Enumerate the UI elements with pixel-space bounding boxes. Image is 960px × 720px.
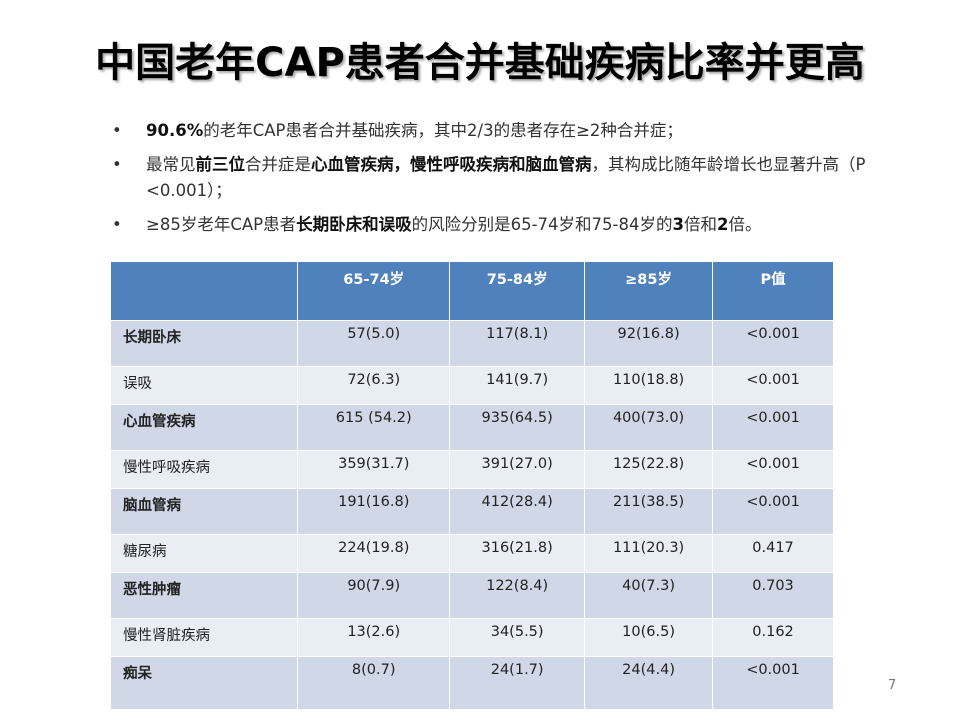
- bullet-item-2: 最常见前三位合并症是心血管疾病，慢性呼吸疾病和脑血管病，其构成比随年龄增长也显著…: [112, 152, 922, 204]
- table-cell: 24(1.7): [449, 656, 586, 709]
- table-cell: 141(9.7): [449, 366, 586, 405]
- table-cell: 10(6.5): [584, 618, 714, 657]
- table-cell: <0.001: [712, 656, 834, 709]
- row-label: 心血管疾病: [111, 404, 299, 451]
- table-cell: 92(16.8): [584, 320, 714, 367]
- table-cell: <0.001: [712, 488, 834, 535]
- bullet-text: 90.6%: [146, 121, 204, 140]
- page-number: 7: [888, 678, 897, 693]
- row-label: 糖尿病: [111, 534, 299, 573]
- bullet-text: 最常见: [146, 155, 196, 174]
- table-cell: 0.703: [712, 572, 834, 619]
- table-cell: 400(73.0): [584, 404, 714, 451]
- bullet-text: 前三位: [195, 155, 246, 174]
- row-label: 脑血管病: [111, 488, 299, 535]
- table-cell: 90(7.9): [297, 572, 451, 619]
- table-cell: 191(16.8): [297, 488, 451, 535]
- table-row: 心血管疾病 615 (54.2) 935(64.5) 400(73.0) <0.001: [111, 404, 834, 451]
- table-cell: 110(18.8): [584, 366, 714, 405]
- table-cell: <0.001: [712, 450, 834, 489]
- table-body: 长期卧床 57(5.0) 117(8.1) 92(16.8) <0.001 误吸 72(6.…: [111, 320, 834, 709]
- table-cell: 412(28.4): [449, 488, 586, 535]
- table-cell: 359(31.7): [297, 450, 451, 489]
- table-row: 误吸 72(6.3) 141(9.7) 110(18.8) <0.001: [111, 366, 834, 405]
- bullet-text: 的风险分别是65-74岁和75-84岁的: [411, 215, 673, 234]
- table-cell: 125(22.8): [584, 450, 714, 489]
- row-label: 慢性呼吸疾病: [111, 450, 299, 489]
- table-cell: 8(0.7): [297, 656, 451, 709]
- row-label: 恶性肿瘤: [111, 572, 299, 619]
- table-row: 慢性呼吸疾病 359(31.7) 391(27.0) 125(22.8) <0.001: [111, 450, 834, 489]
- row-label: 慢性肾脏疾病: [111, 618, 299, 657]
- bullet-text: 倍。: [728, 215, 762, 234]
- table-row: 脑血管病 191(16.8) 412(28.4) 211(38.5) <0.001: [111, 488, 834, 535]
- table-cell: 34(5.5): [449, 618, 586, 657]
- table-cell: 0.417: [712, 534, 834, 573]
- bullet-text: 2: [716, 215, 729, 234]
- bullet-item-1: 90.6%的老年CAP患者合并基础疾病，其中2/3的患者存在≥2种合并症；: [112, 118, 922, 144]
- bullet-text: 3: [672, 215, 684, 234]
- table-cell: 117(8.1): [449, 320, 586, 367]
- column-header: 65-74岁: [297, 262, 451, 321]
- row-label: 误吸: [111, 366, 299, 405]
- table-cell: 122(8.4): [449, 572, 586, 619]
- bullet-text: 合并症是: [245, 155, 311, 174]
- bullet-text: ≥85岁老年CAP患者: [146, 215, 297, 234]
- table-cell: 72(6.3): [297, 366, 451, 405]
- table-cell: 111(20.3): [584, 534, 714, 573]
- table-row: 慢性肾脏疾病 13(2.6) 34(5.5) 10(6.5) 0.162: [111, 618, 834, 657]
- row-label: 痴呆: [111, 656, 299, 709]
- table-cell: 211(38.5): [584, 488, 714, 535]
- table-cell: 935(64.5): [449, 404, 586, 451]
- table-cell: 24(4.4): [584, 656, 714, 709]
- table-cell: <0.001: [712, 320, 834, 367]
- table-row: 恶性肿瘤 90(7.9) 122(8.4) 40(7.3) 0.703: [111, 572, 834, 619]
- table-row: 糖尿病 224(19.8) 316(21.8) 111(20.3) 0.417: [111, 534, 834, 573]
- table-cell: 316(21.8): [449, 534, 586, 573]
- bullet-list: 90.6%的老年CAP患者合并基础疾病，其中2/3的患者存在≥2种合并症； 最常…: [112, 118, 922, 246]
- table-cell: <0.001: [712, 404, 834, 451]
- column-header: [111, 262, 299, 321]
- table-cell: 40(7.3): [584, 572, 714, 619]
- table-header-row: 65-74岁 75-84岁 ≥85岁 P值: [111, 262, 834, 321]
- table-cell: 615 (54.2): [297, 404, 451, 451]
- column-header: P值: [712, 262, 834, 321]
- bullet-text: 心血管疾病，慢性呼吸疾病和脑血管病: [311, 155, 592, 174]
- comorbidity-table: 65-74岁 75-84岁 ≥85岁 P值 长期卧床 57(5.0) 117(8.1…: [111, 262, 834, 709]
- bullet-text: 倍和: [683, 215, 717, 234]
- table-cell: <0.001: [712, 366, 834, 405]
- row-label: 长期卧床: [111, 320, 299, 367]
- slide-title: 中国老年CAP患者合并基础疾病比率并更高: [95, 40, 865, 86]
- table-cell: 0.162: [712, 618, 834, 657]
- bullet-text: ，其构成比随年龄增长也显著升高（P <0.001）；: [146, 155, 866, 200]
- table-row: 长期卧床 57(5.0) 117(8.1) 92(16.8) <0.001: [111, 320, 834, 367]
- column-header: 75-84岁: [449, 262, 586, 321]
- table-cell: 57(5.0): [297, 320, 451, 367]
- bullet-text: 长期卧床和误吸: [296, 215, 412, 234]
- table-cell: 224(19.8): [297, 534, 451, 573]
- table-row: 痴呆 8(0.7) 24(1.7) 24(4.4) <0.001: [111, 656, 834, 709]
- bullet-item-3: ≥85岁老年CAP患者长期卧床和误吸的风险分别是65-74岁和75-84岁的3倍…: [112, 212, 922, 238]
- table-cell: 391(27.0): [449, 450, 586, 489]
- table-cell: 13(2.6): [297, 618, 451, 657]
- column-header: ≥85岁: [584, 262, 714, 321]
- bullet-text: 的老年CAP患者合并基础疾病，其中2/3的患者存在≥2种合并症；: [203, 121, 683, 140]
